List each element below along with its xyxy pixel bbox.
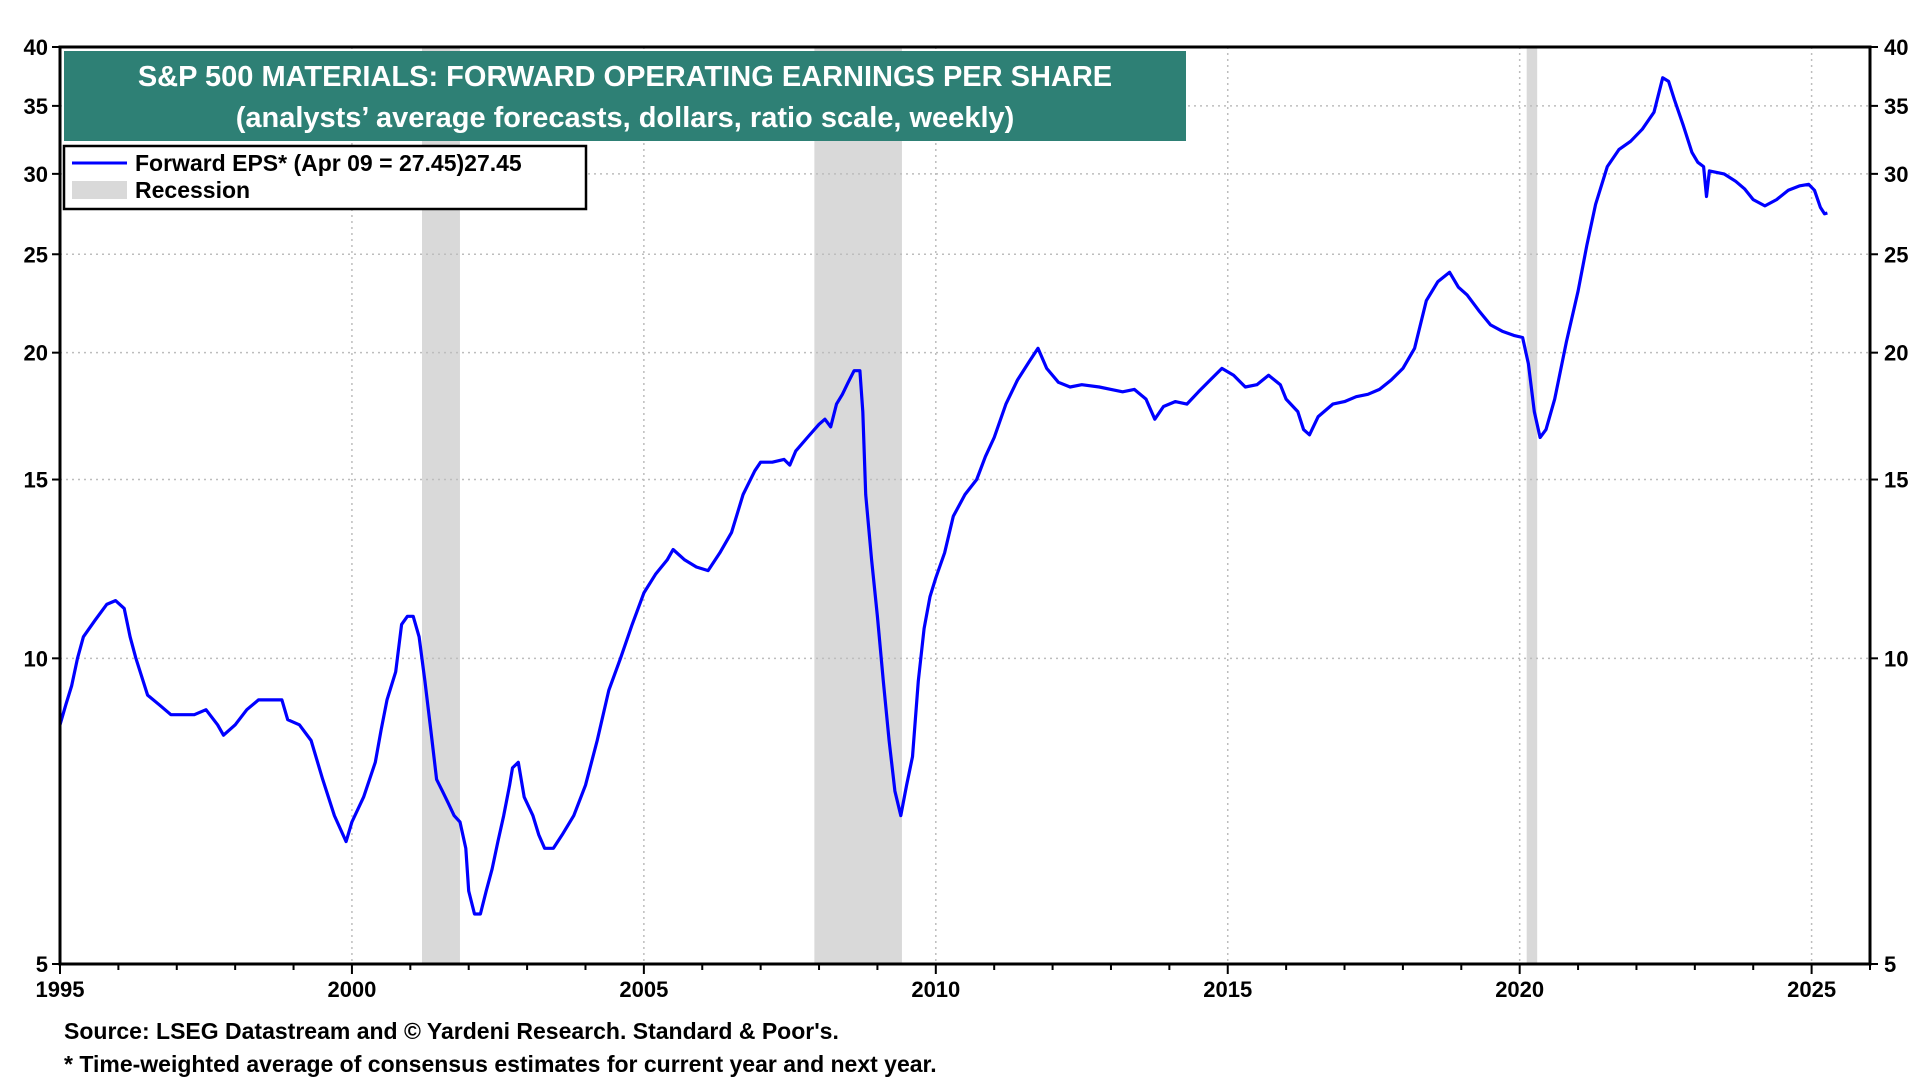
y-tick-label-left-40: 40 bbox=[24, 35, 48, 60]
x-tick-label-2005: 2005 bbox=[619, 977, 668, 1002]
recession-bands bbox=[422, 47, 1538, 964]
y-tick-label-right-15: 15 bbox=[1884, 468, 1908, 493]
title-box: S&P 500 MATERIALS: FORWARD OPERATING EAR… bbox=[64, 51, 1186, 141]
series-layer bbox=[58, 76, 1828, 916]
y-tick-label-left-20: 20 bbox=[24, 341, 48, 366]
y-tick-label-left-10: 10 bbox=[24, 646, 48, 671]
y-tick-label-left-30: 30 bbox=[24, 162, 48, 187]
footnote: * Time-weighted average of consensus est… bbox=[64, 1051, 937, 1077]
x-tick-label-2000: 2000 bbox=[327, 977, 376, 1002]
chart-title: S&P 500 MATERIALS: FORWARD OPERATING EAR… bbox=[138, 61, 1112, 93]
plot-frame bbox=[58, 45, 1872, 966]
x-tick-label-1995: 1995 bbox=[36, 977, 85, 1002]
y-tick-label-right-40: 40 bbox=[1884, 35, 1908, 60]
y-tick-label-right-5: 5 bbox=[1884, 952, 1896, 977]
y-tick-label-right-30: 30 bbox=[1884, 162, 1908, 187]
legend-label-eps: Forward EPS* (Apr 09 = 27.45)27.45 bbox=[135, 150, 522, 176]
recession-band-1 bbox=[814, 47, 902, 964]
y-tick-label-left-15: 15 bbox=[24, 468, 48, 493]
y-tick-label-left-25: 25 bbox=[24, 242, 48, 267]
recession-band-2 bbox=[1526, 47, 1538, 964]
chart-subtitle: (analysts’ average forecasts, dollars, r… bbox=[236, 102, 1015, 134]
y-tick-label-right-25: 25 bbox=[1884, 242, 1908, 267]
source-note: Source: LSEG Datastream and © Yardeni Re… bbox=[64, 1018, 839, 1044]
y-tick-label-left-35: 35 bbox=[24, 94, 48, 119]
x-tick-label-2015: 2015 bbox=[1203, 977, 1252, 1002]
x-tick-label-2020: 2020 bbox=[1495, 977, 1544, 1002]
legend-swatch-recession bbox=[72, 181, 127, 199]
x-tick-label-2010: 2010 bbox=[911, 977, 960, 1002]
series-line-forward-eps bbox=[58, 76, 1828, 916]
x-tick-label-2025: 2025 bbox=[1787, 977, 1836, 1002]
y-tick-label-right-10: 10 bbox=[1884, 646, 1908, 671]
y-tick-label-right-35: 35 bbox=[1884, 94, 1908, 119]
y-tick-label-left-5: 5 bbox=[36, 952, 48, 977]
legend-label-recession: Recession bbox=[135, 177, 250, 203]
legend: Forward EPS* (Apr 09 = 27.45)27.45 Reces… bbox=[62, 144, 588, 211]
y-tick-label-right-20: 20 bbox=[1884, 341, 1908, 366]
